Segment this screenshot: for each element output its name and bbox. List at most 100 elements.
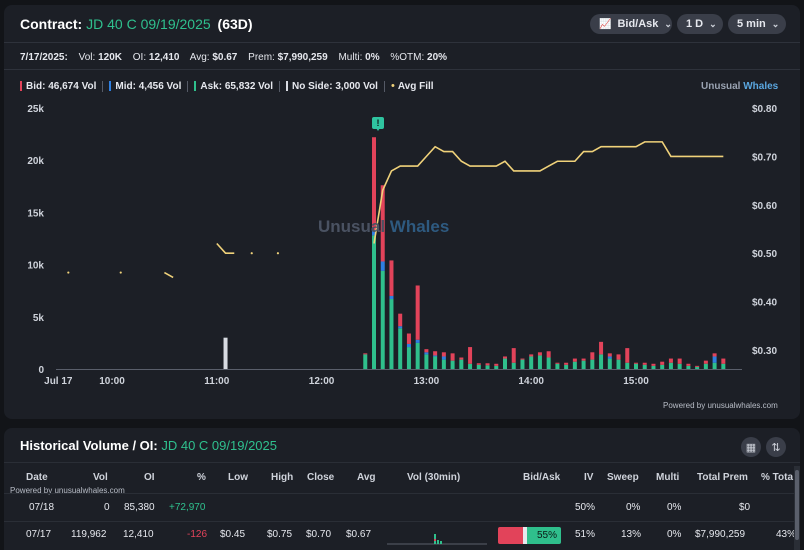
cell-date: 07/17 [26,529,52,540]
divider [4,493,800,494]
ask-share-label: 55% [526,527,561,544]
avg-fill-line [373,141,724,244]
legend-separator [279,80,280,92]
chevron-down-icon: ⌄ [664,18,672,29]
cell-iv: 51% [575,529,596,540]
cell-oi: 12,410 [123,529,154,540]
sort-icon[interactable]: ⇅ [766,437,786,457]
header-sweep[interactable]: Sweep [607,472,639,483]
bar-ask [511,362,516,369]
header-date[interactable]: Date [26,472,48,483]
bar-mid [389,295,394,300]
header-low[interactable]: Low [228,472,248,483]
table-scrollbar[interactable] [794,466,800,550]
bar-mid [406,343,411,348]
header-multi[interactable]: Multi [656,472,680,483]
bar-ask [468,363,473,369]
watermark-part2: Whales [389,217,450,236]
bar-bid [529,354,534,357]
header-pct-total[interactable]: % Tota [761,472,794,483]
y-axis-right-tick: $0.40 [752,298,777,309]
interval-dropdown[interactable]: 5 min ⌄ [728,14,786,34]
powered-by-label[interactable]: Powered by unusualwhales.com [663,401,778,410]
mid-swatch [109,81,112,91]
cell-sweep: 13% [621,529,642,540]
header-bidask[interactable]: Bid/Ask [523,472,561,483]
legend-avgfill[interactable]: • Avg Fill [391,80,434,92]
ask-swatch [194,81,197,91]
bar-mid [380,261,385,271]
historical-contract-name[interactable]: JD 40 C 09/19/2025 [161,438,277,453]
bar-ask [546,357,551,369]
avgfill-dot-icon: • [390,80,395,92]
header-close[interactable]: Close [307,472,335,483]
bar-ask [616,359,621,369]
header-oi[interactable]: OI [144,472,155,483]
bar-ask [695,366,700,369]
bar-bid [634,362,638,364]
bar-bid [581,358,586,361]
alert-flag-icon[interactable]: ! [372,117,384,131]
legend-ask[interactable]: Ask: 65,832 Vol [194,81,273,92]
bar-ask [503,358,507,369]
table-row[interactable]: 07/18 0 85,380 +72,970 50% 0% 0% $0 [4,496,800,521]
bar-mid [712,356,717,363]
cell-date: 07/18 [29,502,55,513]
legend-noside[interactable]: No Side: 3,000 Vol [286,81,378,92]
header-vol[interactable]: Vol [93,472,108,483]
bar-ask [476,364,481,369]
cell-multi: 0% [667,502,682,513]
bar-ask [686,365,691,369]
bar-mid [607,356,612,359]
range-label: 1 D [686,18,704,30]
x-axis-tick: 10:00 [99,376,125,387]
bar-ask [607,358,612,369]
bar-bid [555,362,560,364]
header-avg[interactable]: Avg [357,472,376,483]
contract-name[interactable]: JD 40 C 09/19/2025 [86,16,211,32]
prem-value: $7,990,259 [277,52,328,63]
header-high[interactable]: High [271,472,294,483]
columns-icon[interactable]: ▦ [741,437,761,457]
avg-fill-segment [216,242,235,254]
chart-legend: Bid: 46,674 Vol Mid: 4,456 Vol Ask: 65,8… [20,80,440,92]
scrollbar-thumb[interactable] [795,470,799,540]
bar-ask [642,364,647,369]
header-total-prem[interactable]: Total Prem [697,472,748,483]
legend-mid[interactable]: Mid: 4,456 Vol [109,81,181,92]
bar-ask [459,359,464,369]
volume-chart[interactable]: 25k 20k 15k 10k 5k 0 $0.80 $0.70 $0.60 $0.50 $0.40… [4,5,800,419]
divider [4,462,800,463]
header-iv[interactable]: IV [584,472,594,483]
legend-noside-label: No Side: 3,000 Vol [292,80,378,92]
y-axis-left-tick: 10k [27,261,44,272]
bar-ask [677,363,682,369]
chart-icon: 📈 [599,18,612,30]
header-vol30[interactable]: Vol (30min) [407,472,461,483]
bar-ask [520,359,525,369]
brand-logo: Unusual Whales [701,81,778,92]
bar-noside [223,337,228,369]
bar-bid [441,352,446,357]
table-row[interactable]: 07/17 119,962 12,410 -126 $0.45 $0.75 $0… [4,523,800,548]
range-dropdown[interactable]: 1 D ⌄ [677,14,723,34]
table-powered-by[interactable]: Powered by unusualwhales.com [10,486,125,495]
bar-ask [380,270,385,369]
legend-separator [383,80,385,92]
bar-mid [372,230,376,236]
stats-date: 7/17/2025: [20,52,68,63]
y-axis-left-tick: 25k [27,104,44,115]
brand-part1: Unusual [701,81,741,92]
bar-bid [415,285,420,340]
bar-bid [494,363,499,366]
header-pct[interactable]: % [197,472,206,483]
legend-bid[interactable]: Bid: 46,674 Vol [20,81,96,92]
avg-value: $0.67 [212,52,238,63]
bar-bid [450,353,455,361]
bar-ask [406,347,411,369]
avg-fill-point [250,252,253,255]
bar-bid [686,363,691,366]
bar-ask [599,354,604,369]
chart-panel: Contract: JD 40 C 09/19/2025 (63D) 📈 Bid… [4,5,800,419]
mode-dropdown[interactable]: 📈 Bid/Ask ⌄ [590,14,672,34]
